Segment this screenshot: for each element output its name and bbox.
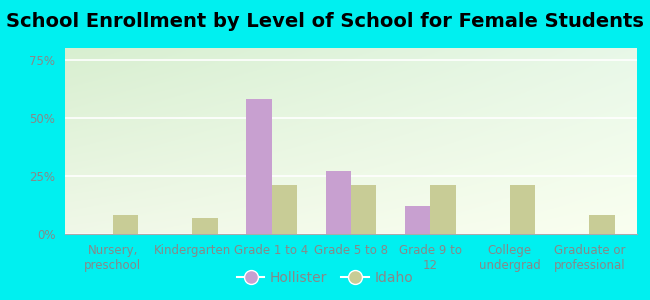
Bar	[590, 215, 615, 234]
Bar	[326, 171, 351, 234]
Bar	[430, 185, 456, 234]
Bar	[112, 215, 138, 234]
Bar	[510, 185, 536, 234]
Legend: Hollister, Idaho: Hollister, Idaho	[231, 265, 419, 290]
Bar	[272, 185, 297, 234]
Bar	[246, 99, 272, 234]
Bar	[405, 206, 430, 234]
Text: School Enrollment by Level of School for Female Students: School Enrollment by Level of School for…	[6, 12, 644, 31]
Bar	[192, 218, 218, 234]
Bar	[351, 185, 376, 234]
